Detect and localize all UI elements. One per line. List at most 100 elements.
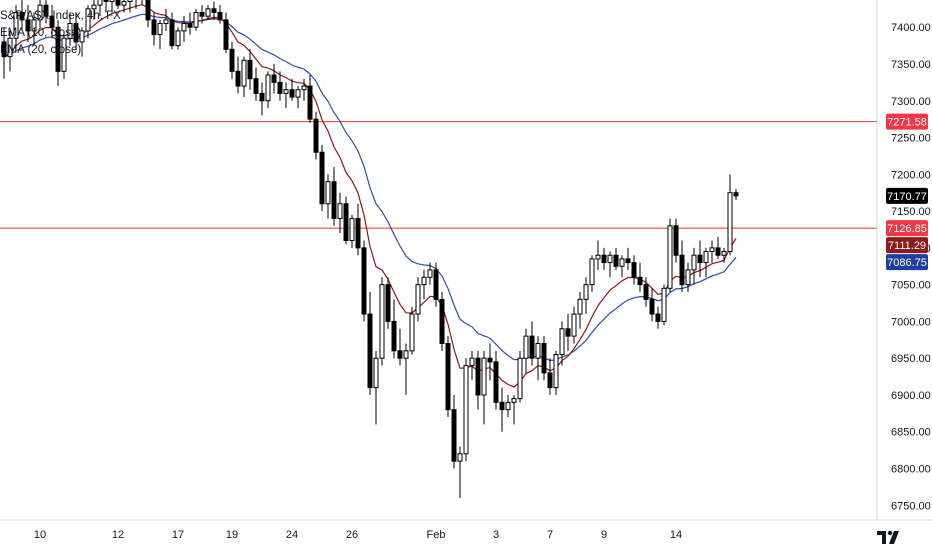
candle	[559, 321, 565, 366]
candle	[703, 247, 709, 278]
candle	[721, 247, 727, 263]
candle	[169, 12, 175, 50]
candle	[415, 277, 421, 322]
candle	[583, 277, 589, 315]
candle	[649, 288, 655, 322]
candle	[601, 247, 607, 270]
candle	[135, 0, 137, 9]
svg-text:7126.85: 7126.85	[887, 223, 927, 235]
x-tick-label: 10	[34, 529, 46, 541]
candle	[85, 5, 91, 39]
candle	[163, 8, 169, 31]
candle	[529, 321, 535, 366]
x-tick-label: 26	[346, 529, 358, 541]
y-tick-label: 7350.00	[891, 59, 931, 71]
candle	[463, 358, 469, 462]
price-tag-ema20: 7086.75	[886, 254, 928, 271]
svg-text:7086.75: 7086.75	[887, 257, 927, 269]
candle	[631, 255, 637, 285]
candle	[343, 196, 349, 245]
y-tick-label: 6900.00	[891, 390, 931, 402]
candle	[589, 255, 595, 292]
candle	[79, 27, 85, 57]
candle	[265, 71, 271, 109]
x-tick-label: 14	[670, 529, 682, 541]
candle	[547, 358, 553, 395]
candle	[325, 174, 331, 219]
x-tick-label: 7	[547, 529, 553, 541]
candle	[331, 166, 337, 226]
candle	[49, 5, 55, 39]
candle	[661, 284, 667, 326]
candle	[37, 0, 43, 28]
candle	[127, 0, 133, 13]
candle	[67, 12, 73, 46]
candle	[571, 306, 577, 344]
candle	[673, 218, 679, 263]
time-axis[interactable]: 10 12 17 19 24 26 Feb 3 7 9 14	[34, 529, 682, 541]
candle	[565, 314, 571, 351]
candle	[391, 299, 397, 359]
svg-text:7111.29: 7111.29	[888, 240, 926, 252]
price-tag-last: 7170.77	[886, 187, 928, 204]
x-tick-label: 9	[601, 529, 607, 541]
ema-10-path	[3, 4, 737, 388]
candle	[253, 67, 259, 101]
y-tick-label: 7300.00	[891, 96, 931, 108]
candle	[613, 247, 619, 270]
svg-text:7271.58: 7271.58	[887, 117, 927, 129]
candle	[517, 350, 523, 403]
y-tick-label: 7050.00	[891, 280, 931, 292]
ema-20-path	[3, 13, 737, 362]
candle	[217, 5, 223, 24]
candle	[13, 5, 19, 50]
x-tick-label: 17	[172, 529, 184, 541]
candle	[487, 343, 493, 381]
candle	[193, 8, 199, 31]
candle	[43, 0, 49, 24]
candle	[499, 387, 505, 432]
candle	[469, 350, 475, 381]
candle	[295, 86, 301, 109]
price-tags: 7271.58 7170.77 7126.85 7111.29 7086.75	[886, 113, 928, 271]
candle	[493, 350, 499, 410]
candle	[397, 328, 403, 366]
candle	[109, 0, 115, 13]
candle	[733, 189, 739, 201]
candle	[141, 0, 143, 6]
candle	[187, 12, 193, 35]
candle	[223, 12, 229, 53]
y-tick-label: 7000.00	[891, 316, 931, 328]
x-tick-label: 19	[226, 529, 238, 541]
y-tick-label: 6950.00	[891, 353, 931, 365]
candle	[199, 5, 205, 24]
candle	[205, 5, 211, 20]
candle	[145, 0, 151, 28]
tradingview-logo-icon[interactable]	[876, 528, 900, 546]
candle	[181, 16, 187, 42]
candle	[19, 0, 25, 31]
candle	[625, 247, 631, 270]
candle	[379, 277, 385, 366]
candle	[643, 277, 649, 307]
x-tick-label: 12	[112, 529, 124, 541]
candle	[427, 262, 433, 285]
price-tag-ema10: 7111.29	[886, 237, 928, 254]
ema-10-line	[3, 4, 737, 388]
candle	[403, 343, 409, 395]
candle	[301, 78, 307, 101]
candle	[7, 30, 13, 72]
candles	[1, 0, 739, 498]
candle	[307, 75, 313, 123]
x-tick-label: 3	[493, 529, 499, 541]
candle	[73, 12, 79, 50]
candle	[271, 63, 277, 94]
candle	[361, 240, 367, 322]
candle	[91, 0, 97, 20]
candle	[457, 446, 463, 498]
candle	[709, 240, 715, 263]
y-tick-label: 7400.00	[891, 22, 931, 34]
candle	[157, 19, 163, 50]
y-tick-label: 6850.00	[891, 427, 931, 439]
